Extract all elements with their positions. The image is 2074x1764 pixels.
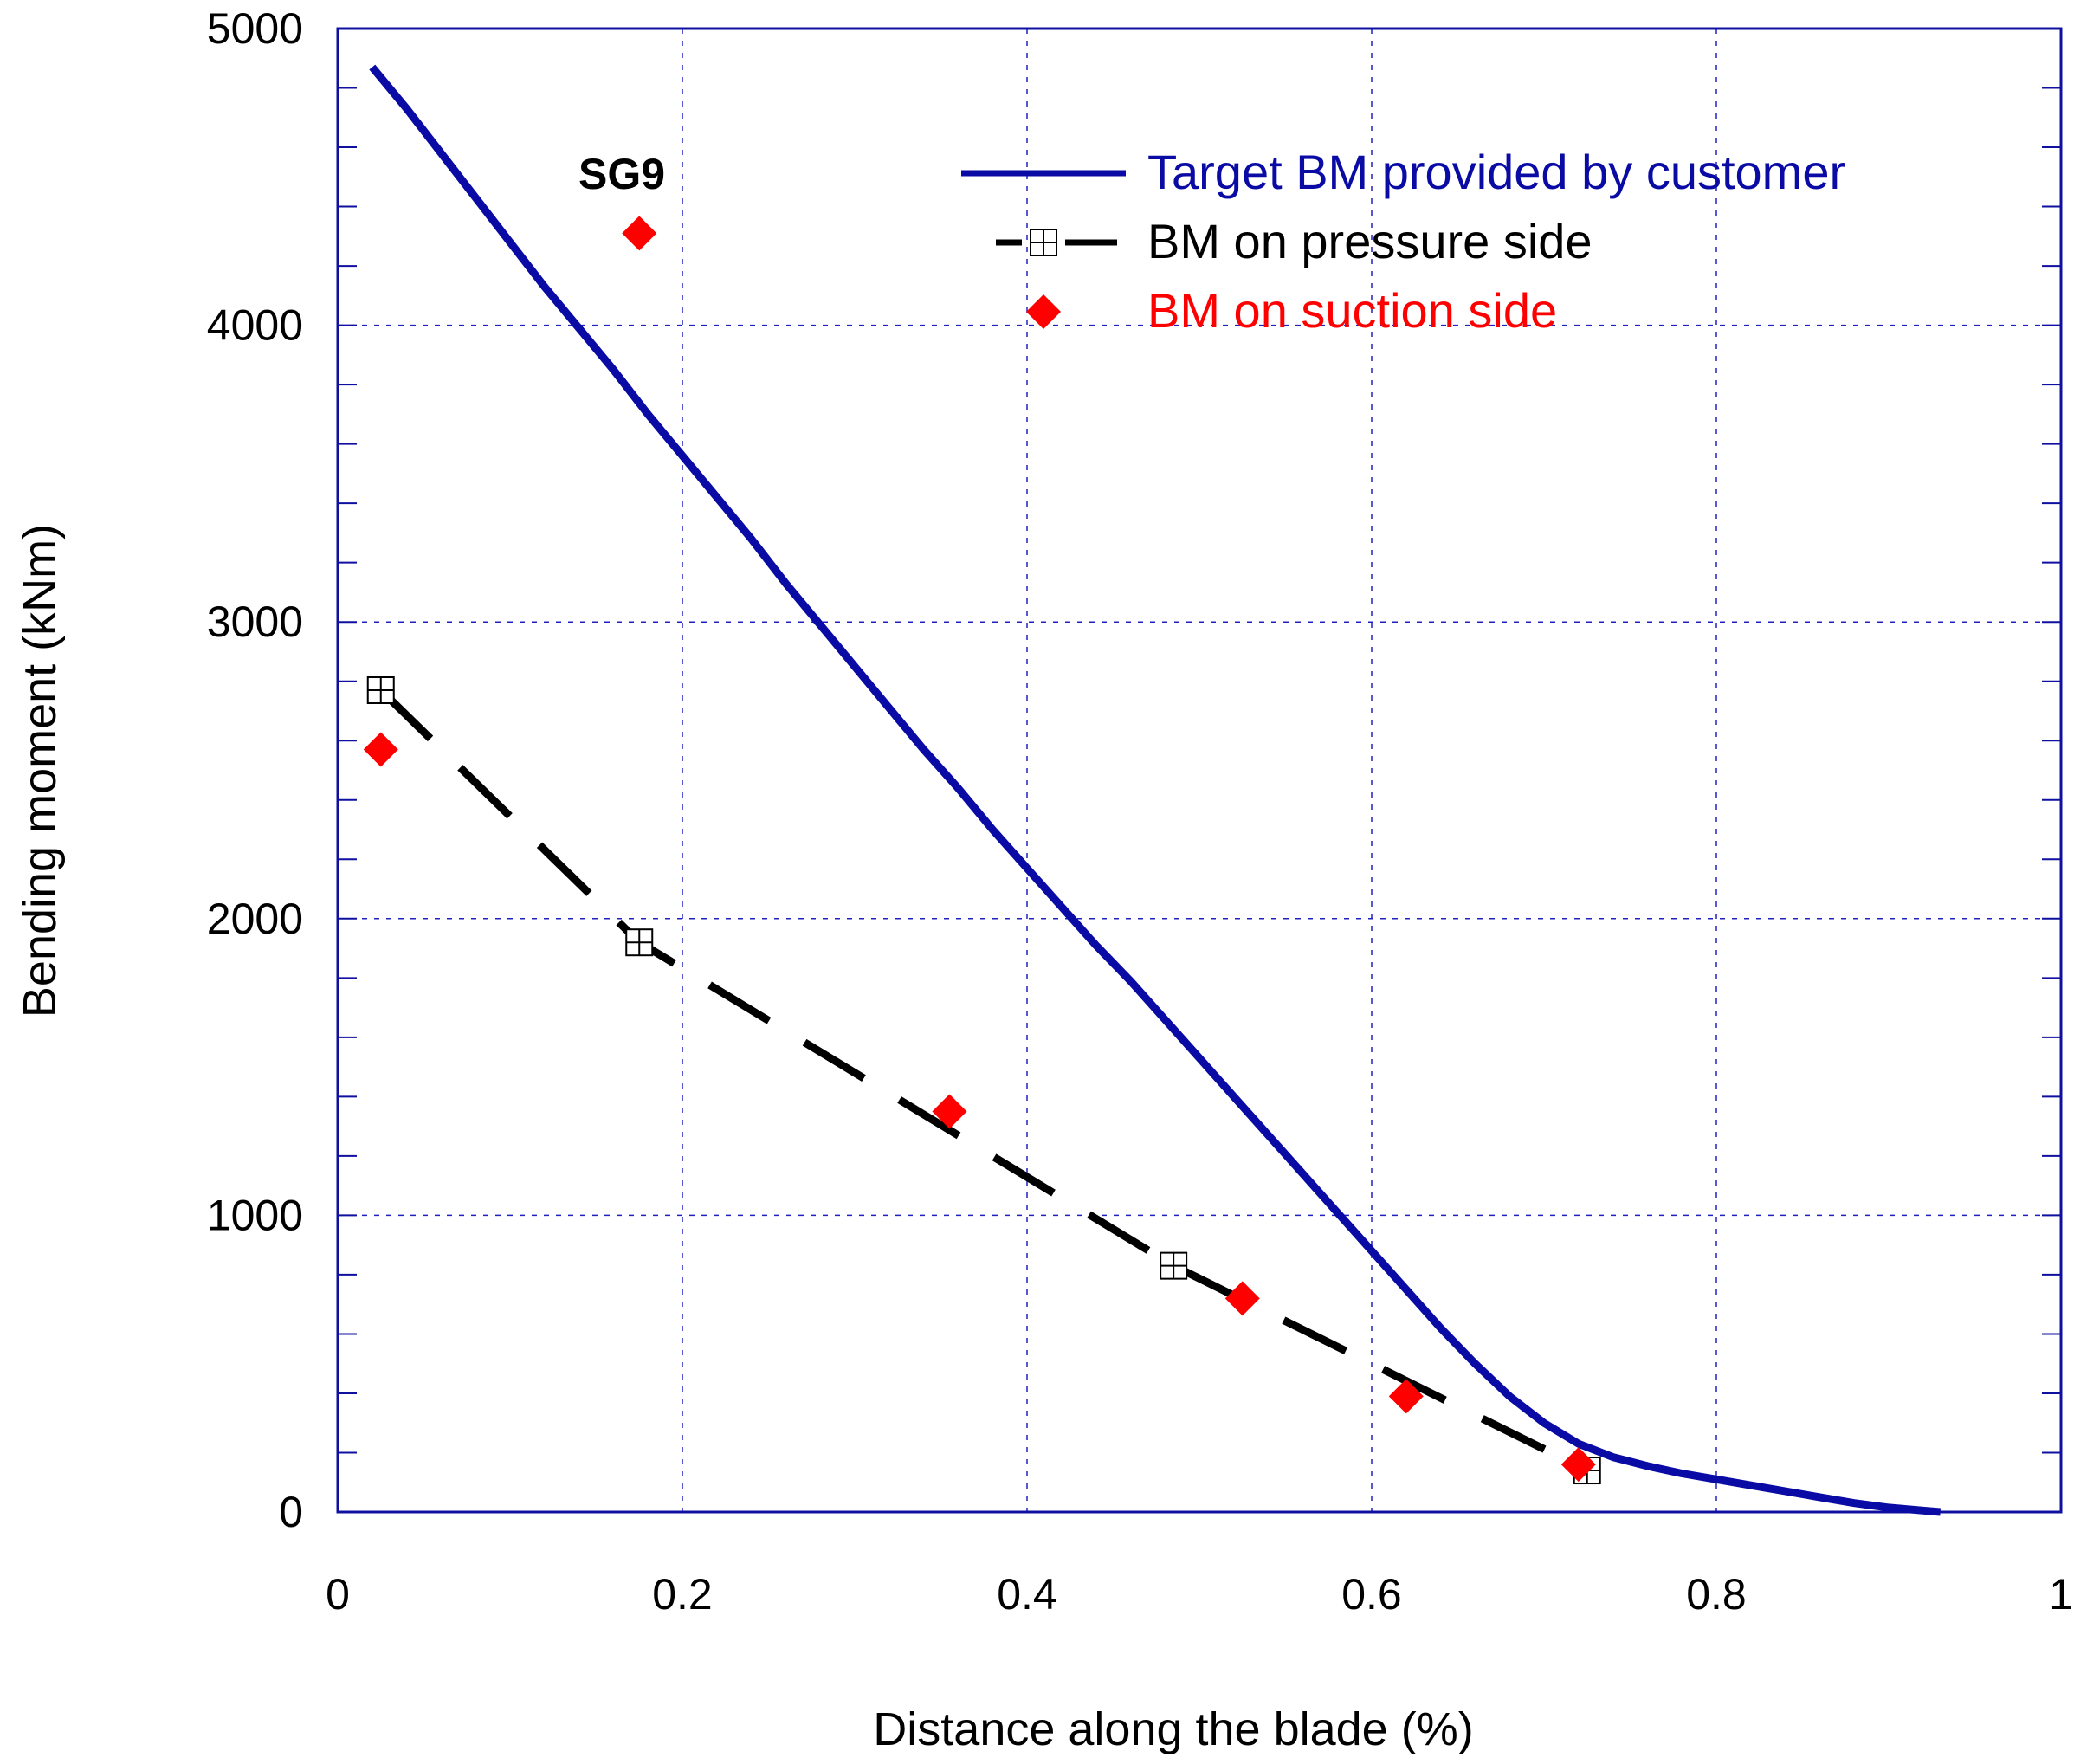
legend-label-target: Target BM provided by customer <box>1147 145 1845 199</box>
suction-side-marker <box>932 1094 967 1129</box>
y-tick-labels: 0 1000 2000 3000 4000 5000 <box>207 4 303 1536</box>
suction-side-marker <box>622 216 657 251</box>
y-tick-label: 3000 <box>207 598 303 646</box>
pressure-side-line <box>378 687 1589 1475</box>
plot-frame <box>336 27 2063 1514</box>
target-bm-line <box>369 64 1942 1516</box>
legend-label-suction: BM on suction side <box>1147 283 1557 338</box>
pressure-side-marker <box>366 675 395 704</box>
pressure-side-marker <box>1160 1251 1188 1280</box>
sg9-annotation: SG9 <box>578 150 665 198</box>
x-tick-label: 0.4 <box>997 1570 1057 1619</box>
legend-diamond <box>1026 294 1061 329</box>
y-tick-label: 0 <box>279 1488 303 1536</box>
pressure-side-marker <box>1030 229 1057 256</box>
x-tick-label: 1 <box>2049 1570 2073 1619</box>
suction-side-marker <box>1560 1447 1596 1483</box>
legend-label-pressure: BM on pressure side <box>1147 214 1593 268</box>
legend: Target BM provided by customer BM on pre… <box>961 145 1845 338</box>
grid-lines <box>338 29 2061 1512</box>
y-tick-label: 2000 <box>207 895 303 943</box>
y-tick-label: 5000 <box>207 4 303 53</box>
x-tick-labels: 0 0.2 0.4 0.6 0.8 1 <box>326 1570 2073 1619</box>
suction-side-marker <box>363 732 398 767</box>
suction-side-marker <box>1224 1281 1260 1316</box>
x-tick-label: 0.8 <box>1686 1570 1747 1619</box>
legend-swatch-pressure-marker <box>1030 229 1057 256</box>
y-tick-label: 4000 <box>207 301 303 350</box>
x-axis-title: Distance along the blade (%) <box>873 1703 1473 1755</box>
minor-ticks <box>338 87 2061 1454</box>
legend-swatch-suction-marker <box>1026 294 1061 329</box>
x-tick-label: 0.2 <box>652 1570 713 1619</box>
suction-side-marker <box>1388 1379 1424 1414</box>
y-tick-label: 1000 <box>207 1191 303 1239</box>
x-tick-label: 0 <box>326 1570 350 1619</box>
series-layer <box>363 64 1942 1516</box>
y-axis-title: Bending moment (kNm) <box>14 524 66 1018</box>
pressure-side-marker <box>625 928 654 957</box>
x-tick-label: 0.6 <box>1341 1570 1402 1619</box>
